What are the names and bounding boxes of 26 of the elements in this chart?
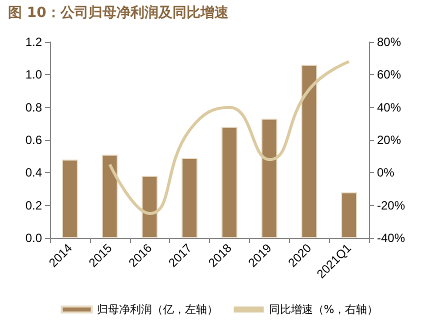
bar	[341, 192, 358, 238]
y-tick-label: 0.0	[25, 231, 42, 245]
y2-tick-label: 20%	[377, 133, 402, 147]
line-series	[108, 60, 351, 215]
legend-label: 同比增速（%，右轴）	[268, 303, 378, 316]
bar	[182, 158, 198, 238]
y-tick-label: 0.6	[25, 133, 42, 147]
chart-title: 图 10：公司归母净利润及同比增速	[8, 4, 228, 22]
bar	[301, 64, 318, 238]
y-tick-label: 1.0	[25, 68, 42, 82]
y2-tick-label: -40%	[377, 231, 406, 245]
y2-tick-label: 40%	[377, 100, 402, 114]
bar	[261, 118, 278, 238]
y2-tick-label: 60%	[377, 68, 402, 82]
bar	[102, 154, 118, 238]
bar	[142, 176, 158, 238]
y-tick-label: 0.2	[25, 198, 42, 212]
y2-tick-label: 0%	[377, 166, 395, 180]
y2-tick-label: 80%	[377, 35, 402, 49]
y-tick-label: 0.4	[25, 166, 42, 180]
y-tick-label: 1.2	[25, 35, 42, 49]
y-tick-label: 0.8	[25, 100, 42, 114]
bar	[221, 126, 238, 238]
y2-tick-label: -20%	[377, 198, 406, 212]
legend-label: 归母净利润（亿，左轴）	[96, 303, 218, 316]
bar	[62, 160, 78, 238]
